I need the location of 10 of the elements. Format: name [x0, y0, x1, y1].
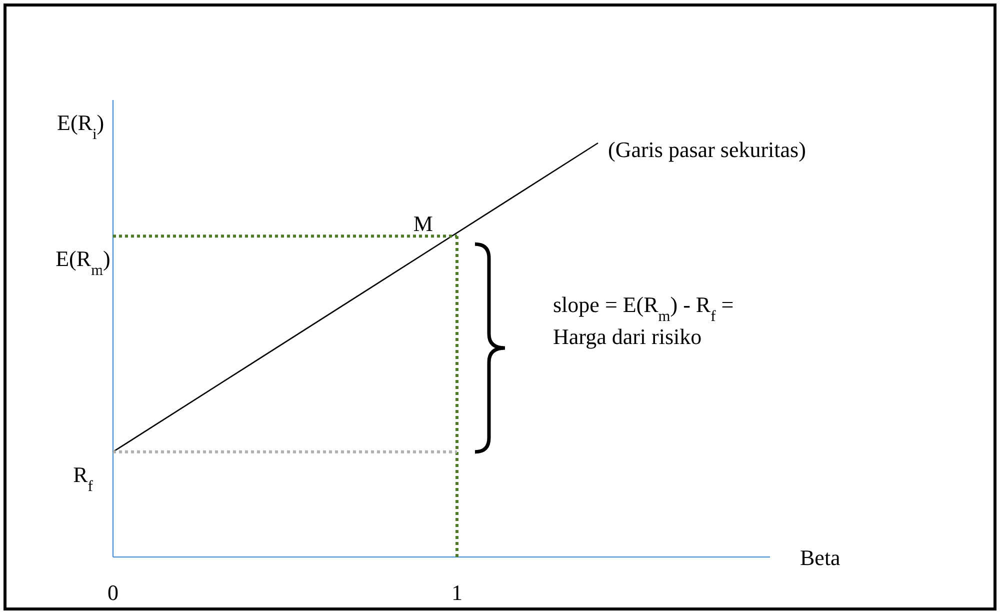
- x-axis-title: Beta: [800, 545, 841, 570]
- text: R$_{f}$: [73, 462, 94, 494]
- y-axis-title: E(R$_{i}$): [57, 110, 104, 142]
- x-tick-label: 0: [108, 580, 118, 605]
- annotation: slope = E(R$_{m}$) - R$_{f}$ =: [553, 292, 734, 324]
- annotation: M: [413, 211, 433, 236]
- series-label: (Garis pasar sekuritas): [608, 137, 806, 162]
- x-tick-label: 1: [451, 580, 462, 605]
- annotation: Harga dari risiko: [553, 324, 702, 349]
- text: E(R$_{m}$): [56, 246, 110, 279]
